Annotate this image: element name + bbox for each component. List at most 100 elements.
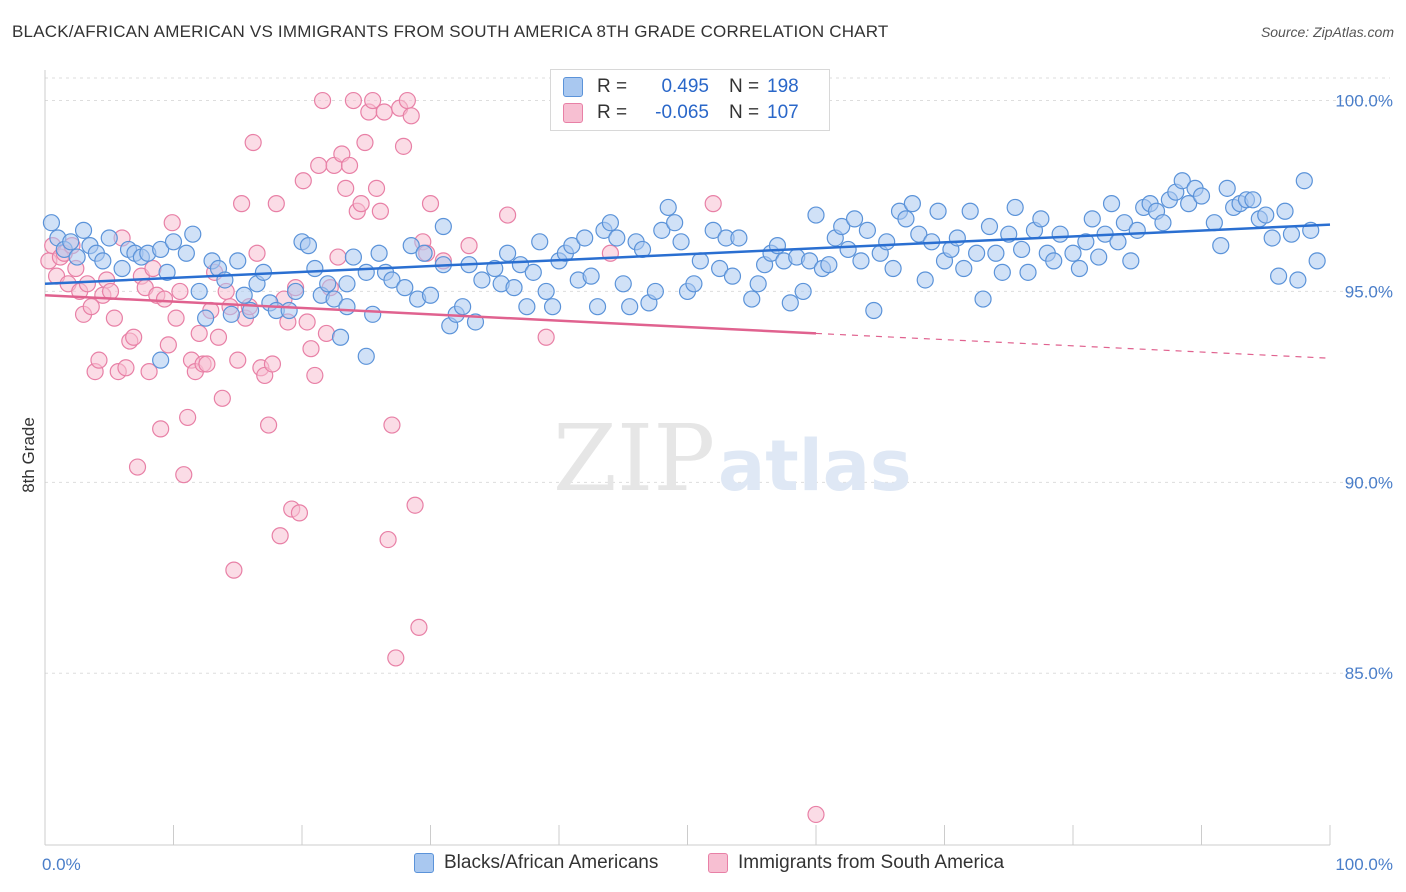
data-point [685,275,703,293]
data-point [337,179,355,197]
data-point [357,263,375,281]
data-point [1192,187,1211,205]
data-point [364,305,382,323]
data-point [383,271,401,289]
data-point [290,504,309,522]
data-point [601,214,620,232]
data-point [225,561,243,579]
data-point [1257,206,1275,224]
data-point [356,133,374,152]
data-point [379,530,397,549]
data-point [298,313,316,331]
data-point [198,355,216,373]
data-point [171,282,189,301]
legend-label: Blacks/African Americans [444,852,659,873]
grid-lines [45,77,1390,674]
data-point [499,206,517,224]
data-point [537,282,555,301]
data-point [524,263,542,281]
legend-item-immigrants: Immigrants from South America [708,852,1004,874]
data-point [140,363,158,381]
data-point [164,233,183,251]
data-point [588,298,607,316]
x-tick-label: 0.0% [42,855,81,874]
data-point [306,259,324,278]
data-point [113,259,131,278]
data-point [807,206,825,224]
data-point [402,237,420,255]
pink-swatch [708,853,728,873]
n-value: 107 [767,102,799,123]
data-point [248,244,266,262]
data-point [90,351,108,369]
data-point [948,229,966,247]
data-point [980,217,999,236]
data-point [155,290,174,308]
data-point [582,267,600,285]
data-point [659,198,677,217]
data-point [518,298,536,316]
legend-row-immigrants: R = -0.065 N = 107 [563,101,799,125]
data-point [1154,214,1172,232]
data-point [1244,191,1262,209]
data-point [371,202,389,220]
data-point [1083,210,1101,228]
legend-label: Immigrants from South America [738,852,1005,873]
data-point [344,91,362,110]
data-point [1128,221,1146,239]
data-point [743,290,761,308]
data-point [723,267,742,285]
data-point [352,195,370,213]
data-point [968,244,986,262]
data-point [1077,233,1095,251]
data-point [672,233,690,251]
y-tick-label: 85.0% [1345,664,1393,683]
data-point [209,328,228,346]
data-point [646,282,664,301]
data-point [1051,225,1069,243]
data-point [271,527,289,545]
data-point [421,195,440,213]
data-point [233,195,251,213]
correlation-legend: R = 0.495 N = 198 R = -0.065 N = 107 [550,69,830,131]
r-label: R = [597,76,628,97]
data-point [608,229,626,247]
data-point [1218,179,1236,197]
data-point [537,328,555,346]
data-point [865,301,883,320]
data-point [1032,210,1050,228]
data-point [987,244,1005,262]
data-point [1276,202,1294,220]
data-point [800,252,819,270]
data-point [394,137,413,155]
data-point [244,133,262,152]
data-point [852,252,870,270]
data-point [1045,252,1063,270]
data-point [235,286,253,304]
data-point [302,340,320,358]
data-point [820,256,838,274]
data-point [299,237,318,255]
data-point [167,309,185,327]
data-point [1012,240,1031,259]
r-value: -0.065 [655,102,709,123]
data-point [903,195,921,213]
data-point [415,244,433,262]
data-point [1006,198,1024,217]
watermark-atlas: atlas [718,425,912,507]
watermark-zip: ZIP [553,405,715,512]
pink-swatch [563,103,583,123]
data-point [267,195,285,213]
data-point [833,217,851,236]
n-value: 198 [767,76,799,97]
data-point [1205,214,1223,232]
data-point [1282,225,1301,243]
data-point [125,328,143,346]
data-point [319,275,337,293]
data-point [190,324,208,343]
data-point [213,389,231,407]
data-point [370,244,388,262]
data-point [175,466,193,484]
data-point [884,259,902,278]
data-point [614,275,632,293]
